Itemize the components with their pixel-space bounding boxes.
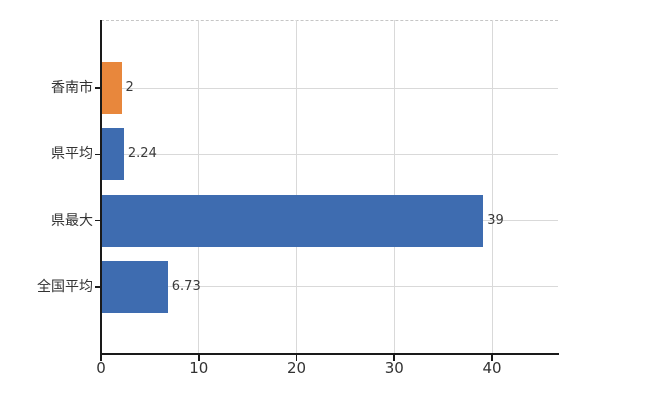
y-tick-mark: [95, 219, 101, 222]
bar-県平均[interactable]: [102, 128, 124, 181]
x-tick-mark: [393, 354, 396, 361]
x-axis-line: [100, 353, 559, 355]
plot-area: 2 2.24 39 6.73: [101, 20, 558, 354]
value-label: 39: [487, 212, 504, 228]
v-gridline: [491, 20, 493, 354]
category-label-全国平均: 全国平均: [37, 278, 93, 295]
x-tick-label-20: 20: [286, 359, 307, 377]
h-gridline: [101, 286, 558, 288]
x-tick-mark: [295, 354, 298, 361]
bar-県最大[interactable]: [102, 194, 484, 247]
v-gridline: [393, 20, 395, 354]
y-tick-mark: [95, 153, 101, 156]
bar-全国平均[interactable]: [102, 260, 168, 313]
x-tick-label-40: 40: [482, 359, 502, 377]
v-gridline: [296, 20, 297, 354]
value-label: 2: [125, 80, 134, 95]
x-tick-label-0: 0: [96, 359, 106, 377]
y-axis-line: [100, 20, 102, 354]
value-label: 6.73: [171, 278, 201, 294]
x-tick-mark: [100, 354, 102, 361]
bar-香南市[interactable]: [102, 62, 122, 114]
value-label: 2.24: [127, 146, 157, 162]
plot-top-border: [101, 20, 558, 21]
x-tick-label-10: 10: [189, 359, 209, 377]
v-gridline: [198, 20, 200, 354]
h-gridline: [101, 153, 558, 155]
x-tick-label-30: 30: [384, 359, 404, 377]
category-label-県平均: 県平均: [51, 146, 93, 163]
y-tick-mark: [95, 286, 101, 288]
category-label-香南市: 香南市: [51, 80, 93, 96]
x-tick-mark: [491, 354, 493, 361]
x-tick-mark: [197, 354, 200, 361]
h-gridline: [101, 87, 558, 89]
category-label-県最大: 県最大: [51, 212, 93, 229]
y-tick-mark: [95, 87, 101, 89]
